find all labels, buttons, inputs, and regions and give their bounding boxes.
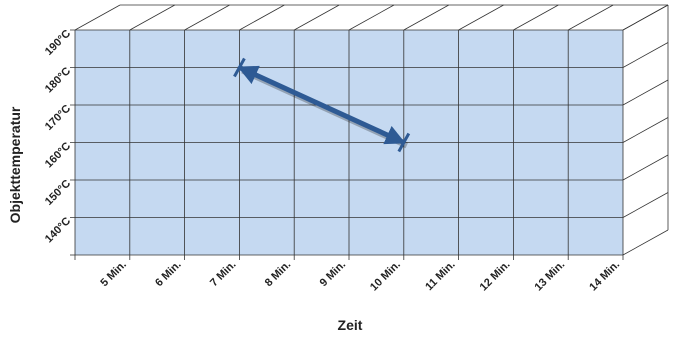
x-tick-label: 11 Min. <box>423 259 457 293</box>
grid-line-depth <box>622 4 669 31</box>
x-tick-label: 7 Min. <box>208 259 239 290</box>
grid-line-depth <box>622 192 669 218</box>
frame-line <box>622 229 669 256</box>
grid-line-depth <box>622 117 669 143</box>
grid-line-depth <box>129 4 175 31</box>
grid-line-depth <box>294 4 340 31</box>
y-tick-label: 140°C <box>43 215 73 245</box>
grid-line-depth <box>239 4 285 31</box>
x-tick-label: 10 Min. <box>368 259 403 294</box>
y-tick-label: 160°C <box>43 140 73 170</box>
y-tick-label: 170°C <box>43 103 73 133</box>
arrow-end-bar <box>233 57 246 78</box>
y-tick-label: 150°C <box>43 178 73 208</box>
arrow-end-bar <box>397 132 411 153</box>
x-tick-label: 6 Min. <box>153 259 184 290</box>
x-tick-label: 8 Min. <box>263 259 294 290</box>
x-tick-label: 5 Min. <box>98 259 129 290</box>
y-tick-label: 180°C <box>43 65 73 95</box>
grid-line-depth <box>622 79 669 106</box>
grid-line-depth <box>513 4 559 31</box>
grid-line-depth <box>184 4 230 31</box>
grid-line-depth <box>403 4 449 31</box>
x-tick-label: 12 Min. <box>478 259 513 294</box>
y-axis-title: Objekttemperatur <box>7 106 23 223</box>
grid-line-depth <box>622 154 669 181</box>
grid-line-depth <box>568 4 614 31</box>
x-axis-title: Zeit <box>338 317 363 333</box>
frame-line <box>74 4 121 31</box>
x-tick-label: 14 Min. <box>587 259 622 294</box>
x-tick-label: 9 Min. <box>318 259 349 290</box>
grid-line-depth <box>348 4 395 31</box>
y-tick-label: 190°C <box>43 28 73 58</box>
arrow-line <box>237 65 406 145</box>
grid-line-depth <box>458 4 504 31</box>
grid-line-depth <box>622 42 669 68</box>
x-tick-label: 13 Min. <box>532 259 567 294</box>
